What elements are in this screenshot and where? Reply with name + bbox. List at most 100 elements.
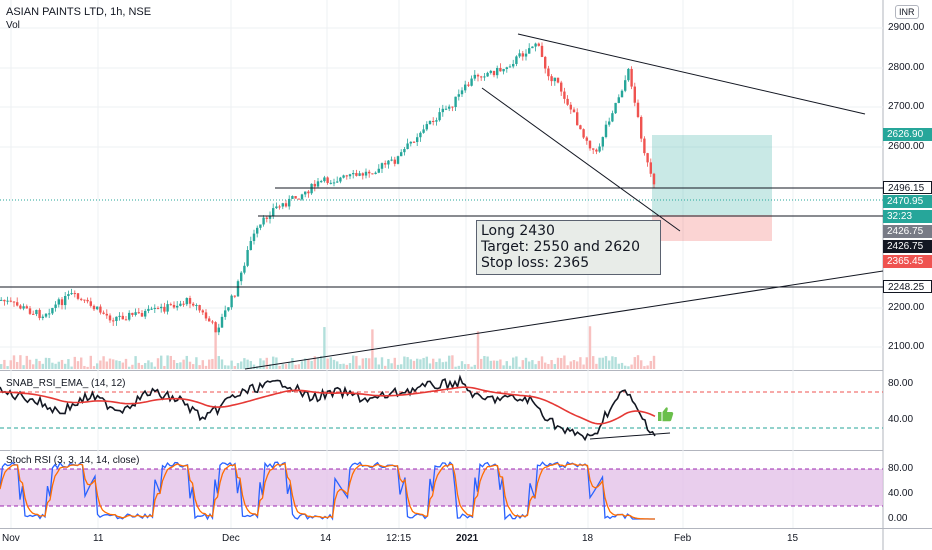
candle-body <box>540 45 544 57</box>
volume-bar <box>412 360 416 369</box>
target-zone[interactable] <box>652 135 772 215</box>
rsi-ema-line <box>0 386 656 425</box>
candle-body <box>124 319 128 321</box>
stoch-tick: 40.00 <box>888 488 914 499</box>
stoch-pane-title[interactable]: Stoch RSI (3, 3, 14, 14, close) <box>6 455 140 466</box>
grid <box>0 0 883 528</box>
volume-bar <box>275 357 278 369</box>
volume-bar <box>457 365 460 369</box>
candle-body <box>390 159 393 161</box>
volume-bar <box>198 365 201 369</box>
price-label-entry-line: 2426.75 <box>883 240 932 253</box>
candle-body <box>291 196 294 199</box>
symbol-title[interactable]: ASIAN PAINTS LTD, 1h, NSE <box>6 6 152 18</box>
volume-bar <box>163 365 166 369</box>
volume-bar <box>329 357 332 369</box>
volume-bar <box>268 364 272 369</box>
currency-badge[interactable]: INR <box>895 5 919 19</box>
support-trendline[interactable] <box>244 270 884 370</box>
candle-body <box>611 113 614 122</box>
volume-bar <box>310 360 313 369</box>
candle-body <box>601 137 604 147</box>
volume-bar <box>492 360 496 369</box>
time-tick: Feb <box>674 533 692 544</box>
volume-bar <box>544 362 547 369</box>
candle-body <box>508 66 512 68</box>
price-candles[interactable] <box>0 42 656 336</box>
volume-bar <box>572 360 576 369</box>
volume-bar <box>476 331 480 369</box>
candle-body <box>345 175 348 177</box>
stoploss-zone[interactable] <box>652 215 772 241</box>
volume-bar <box>416 358 419 369</box>
candle-body <box>396 156 400 164</box>
candle-body <box>406 143 409 150</box>
volume-bar <box>265 357 268 369</box>
candle-body <box>486 72 489 77</box>
volume-bar <box>515 356 518 369</box>
volume-bar <box>70 366 73 369</box>
volume-bar <box>406 357 409 369</box>
candle-body <box>131 312 134 315</box>
volume-bar <box>105 361 108 369</box>
candle-body <box>412 141 416 143</box>
volume-bar <box>496 360 499 369</box>
candle-body <box>76 293 80 299</box>
candle-body <box>528 48 531 54</box>
candle-body <box>288 198 291 207</box>
price-label-level: 2496.15 <box>883 181 932 194</box>
candle-body <box>230 295 233 308</box>
volume-bar <box>534 364 537 369</box>
candle-body <box>144 310 147 317</box>
candle-body <box>515 56 518 64</box>
candle-body <box>96 306 99 310</box>
wedge-lower-trendline[interactable] <box>481 87 681 232</box>
candle-body <box>192 303 195 306</box>
resistance-trendline[interactable] <box>517 33 866 115</box>
candle-body <box>86 299 89 302</box>
volume-bar <box>160 355 163 369</box>
candle-body <box>268 215 272 219</box>
candle-body <box>649 162 652 174</box>
volume-bar <box>438 358 441 369</box>
volume-bar <box>44 357 48 369</box>
rsi-divergence-line[interactable] <box>589 432 671 440</box>
volume-bar <box>364 357 368 369</box>
volume-bar <box>281 364 284 369</box>
candle-body <box>67 294 70 297</box>
candle-body <box>457 94 460 97</box>
rsi-pane-title[interactable]: SNAB_RSI_EMA_ (14, 12) <box>6 378 126 389</box>
trade-annotation[interactable]: Long 2430 Target: 2550 and 2620 Stop los… <box>476 220 661 275</box>
candle-body <box>361 173 364 176</box>
candle-body <box>355 173 358 176</box>
candle-body <box>595 149 598 152</box>
volume-bar <box>3 359 6 369</box>
volume-bar <box>128 366 131 369</box>
candle-body <box>617 97 620 103</box>
volume-bar <box>425 356 428 369</box>
volume-bar <box>12 355 16 369</box>
candle-body <box>51 307 54 314</box>
volume-bar <box>48 358 51 369</box>
volume-bar <box>246 359 249 369</box>
volume-bar <box>620 362 624 369</box>
volume-bar <box>153 366 156 369</box>
volume-bar <box>243 358 246 369</box>
candle-body <box>624 80 627 91</box>
volume-bar <box>576 361 579 369</box>
volume-bar <box>278 365 281 369</box>
candle-body <box>316 181 320 187</box>
candle-body <box>627 68 630 81</box>
volume-label[interactable]: Vol <box>6 20 20 31</box>
candle-body <box>550 76 553 82</box>
candle-body <box>38 309 41 319</box>
candle-body <box>547 68 550 77</box>
volume-bar <box>598 357 601 369</box>
candle-body <box>233 295 236 297</box>
volume-bar <box>470 366 473 369</box>
candle-body <box>220 316 224 328</box>
volume-bar <box>608 360 611 369</box>
volume-bar <box>582 364 585 369</box>
volume-bar <box>614 357 617 369</box>
